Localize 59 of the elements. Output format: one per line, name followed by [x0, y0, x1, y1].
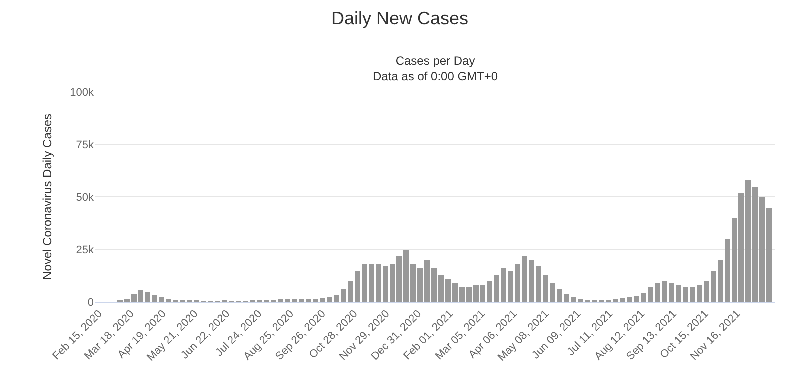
- bar: [655, 283, 660, 302]
- bar: [341, 289, 346, 302]
- bar: [620, 298, 625, 302]
- bar: [578, 299, 583, 302]
- bar: [718, 260, 723, 302]
- bar: [662, 281, 667, 302]
- bar: [362, 264, 367, 302]
- bar: [292, 299, 297, 302]
- bar: [676, 285, 681, 302]
- bar: [697, 285, 702, 302]
- bar: [306, 299, 311, 302]
- bar: [571, 297, 576, 302]
- bar: [508, 271, 513, 302]
- bar: [711, 271, 716, 302]
- bar: [690, 287, 695, 302]
- bar: [376, 264, 381, 302]
- y-tick-label: 50k: [76, 192, 94, 204]
- bar: [355, 271, 360, 302]
- bar: [348, 281, 353, 302]
- bar: [327, 297, 332, 302]
- bar: [152, 295, 157, 302]
- y-axis-title: Novel Coronavirus Daily Cases: [40, 114, 54, 280]
- bar: [159, 297, 164, 302]
- y-tick-label: 75k: [76, 139, 94, 152]
- chart-subtitle: Cases per Day Data as of 0:00 GMT+0: [373, 54, 498, 84]
- bar: [320, 298, 325, 302]
- y-tick-label: 0: [88, 296, 94, 309]
- y-tick-label: 100k: [70, 86, 94, 99]
- bar: [383, 266, 388, 302]
- bar: [334, 295, 339, 302]
- bar: [278, 299, 283, 302]
- bar: [634, 296, 639, 302]
- bar: [704, 281, 709, 302]
- bar: [487, 281, 492, 302]
- bar: [627, 297, 632, 302]
- y-tick-label: 25k: [76, 244, 94, 256]
- bar: [543, 275, 548, 302]
- bar: [683, 287, 688, 302]
- bar: [145, 292, 150, 302]
- bar: [536, 266, 541, 302]
- bar: [501, 268, 506, 302]
- bar: [550, 283, 555, 302]
- bar: [515, 264, 520, 302]
- bar: [641, 293, 646, 302]
- bar: [529, 260, 534, 302]
- bar: [522, 256, 527, 302]
- bar: [299, 299, 304, 302]
- bar: [285, 299, 290, 302]
- bar: [669, 283, 674, 302]
- chart-title: Daily New Cases: [331, 8, 469, 28]
- bar: [313, 299, 318, 302]
- bar: [564, 294, 569, 302]
- bar: [494, 275, 499, 302]
- bar: [613, 299, 618, 302]
- bar: [557, 289, 562, 302]
- bar: [369, 264, 374, 302]
- bar: [166, 299, 171, 302]
- bar: [725, 239, 730, 302]
- bar: [648, 287, 653, 302]
